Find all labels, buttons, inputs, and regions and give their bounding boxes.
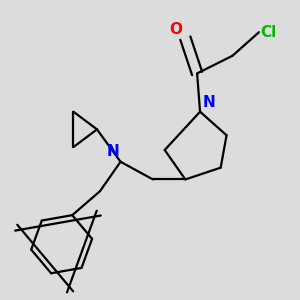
Text: Cl: Cl (260, 25, 277, 40)
Text: N: N (203, 95, 216, 110)
Text: O: O (169, 22, 182, 37)
Text: N: N (106, 144, 119, 159)
